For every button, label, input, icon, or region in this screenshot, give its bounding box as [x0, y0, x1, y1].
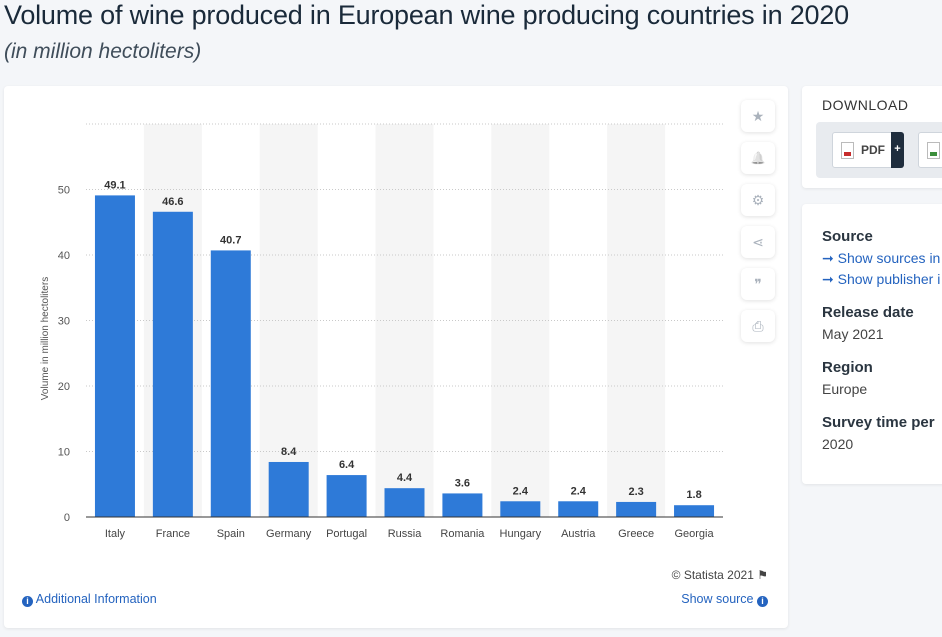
- data-label: 2.4: [513, 485, 529, 497]
- page-title: Volume of wine produced in European wine…: [4, 0, 849, 30]
- additional-information-label: Additional Information: [35, 592, 157, 606]
- data-label: 2.4: [571, 485, 587, 497]
- bar-chart: 0 10 20 30 40 50 Volume in million hectoliters…: [40, 123, 723, 540]
- bar: [326, 475, 367, 517]
- y-tick-label: 50: [58, 185, 70, 197]
- copyright-label: © Statista 2021: [671, 568, 754, 582]
- bell-icon: 🔔: [750, 151, 766, 165]
- data-label: 1.8: [686, 489, 701, 501]
- region-value: Europe: [822, 381, 868, 397]
- survey-time-value: 2020: [822, 436, 854, 452]
- pdf-file-icon: [841, 142, 854, 159]
- quote-icon: ❞: [754, 275, 762, 292]
- flag-icon[interactable]: ⚑: [757, 568, 768, 582]
- source-heading: Source: [822, 228, 873, 245]
- data-label: 40.7: [220, 234, 241, 246]
- bar: [152, 211, 193, 517]
- bar: [442, 493, 483, 517]
- x-tick-label: Austria: [561, 528, 596, 540]
- bar: [268, 461, 309, 517]
- cite-button[interactable]: ❞: [741, 268, 775, 300]
- details-panel: Source ➞ Show sources in ➞ Show publishe…: [802, 204, 942, 484]
- data-label: 4.4: [397, 472, 413, 484]
- release-date-value: May 2021: [822, 326, 884, 342]
- pdf-label: PDF: [861, 143, 885, 157]
- x-tick-label: France: [156, 528, 190, 540]
- category-band: [607, 124, 666, 517]
- info-icon: i: [22, 596, 33, 607]
- bar: [500, 501, 541, 517]
- xls-file-icon: [927, 142, 940, 159]
- additional-information-link[interactable]: i Additional Information: [22, 592, 157, 607]
- chart-card: 0 10 20 30 40 50 Volume in million hectoliters…: [4, 86, 788, 628]
- bar: [558, 501, 599, 517]
- data-label: 46.6: [162, 196, 183, 208]
- data-label: 2.3: [628, 486, 643, 498]
- data-label: 6.4: [339, 459, 355, 471]
- data-label: 8.4: [281, 446, 297, 458]
- x-tick-label: Greece: [618, 528, 654, 540]
- show-publisher-link[interactable]: ➞ Show publisher i: [822, 271, 941, 287]
- release-date-heading: Release date: [822, 304, 914, 321]
- notification-button[interactable]: 🔔: [741, 142, 775, 174]
- gear-icon: ⚙: [751, 191, 765, 208]
- copyright-text: © Statista 2021 ⚑: [672, 568, 768, 582]
- region-heading: Region: [822, 359, 873, 376]
- show-source-label: Show source: [681, 592, 754, 606]
- x-tick-label: Portugal: [326, 528, 367, 540]
- y-tick-label: 20: [58, 381, 70, 393]
- info-icon: i: [757, 596, 768, 607]
- print-button[interactable]: ⎙: [741, 310, 775, 342]
- share-icon: ⋖: [752, 233, 764, 250]
- download-heading: DOWNLOAD: [822, 97, 909, 113]
- y-tick-label: 10: [58, 447, 70, 459]
- x-tick-label: Spain: [217, 528, 245, 540]
- data-label: 49.1: [104, 179, 125, 191]
- download-xls-button[interactable]: [918, 132, 942, 168]
- download-pdf-button[interactable]: PDF +: [832, 132, 904, 168]
- bar: [94, 195, 135, 517]
- y-tick-label: 0: [64, 512, 70, 524]
- x-tick-label: Italy: [105, 528, 126, 540]
- x-tick-label: Georgia: [674, 528, 714, 540]
- y-axis-title: Volume in million hectoliters: [40, 277, 51, 400]
- star-icon: ★: [751, 107, 765, 124]
- bar: [616, 501, 657, 517]
- x-tick-label: Russia: [388, 528, 423, 540]
- bar: [384, 488, 425, 517]
- show-sources-link[interactable]: ➞ Show sources in: [822, 250, 941, 266]
- bar: [674, 505, 715, 517]
- plus-icon: +: [891, 132, 904, 168]
- share-button[interactable]: ⋖: [741, 226, 775, 258]
- chart-toolbar: ★ 🔔 ⚙ ⋖ ❞ ⎙: [741, 100, 775, 352]
- bar: [210, 250, 251, 518]
- y-tick-label: 40: [58, 250, 70, 262]
- y-tick-label: 30: [58, 316, 70, 328]
- show-source-link[interactable]: Show source i: [681, 592, 768, 607]
- x-tick-label: Germany: [266, 528, 312, 540]
- download-panel: DOWNLOAD PDF +: [802, 86, 942, 188]
- x-tick-label: Hungary: [500, 528, 542, 540]
- download-options: PDF +: [816, 122, 942, 178]
- page-subtitle: (in million hectoliters): [4, 40, 202, 63]
- print-icon: ⎙: [752, 317, 764, 334]
- data-label: 3.6: [455, 477, 470, 489]
- favorite-button[interactable]: ★: [741, 100, 775, 132]
- settings-button[interactable]: ⚙: [741, 184, 775, 216]
- survey-time-heading: Survey time per: [822, 414, 935, 431]
- x-tick-label: Romania: [440, 528, 485, 540]
